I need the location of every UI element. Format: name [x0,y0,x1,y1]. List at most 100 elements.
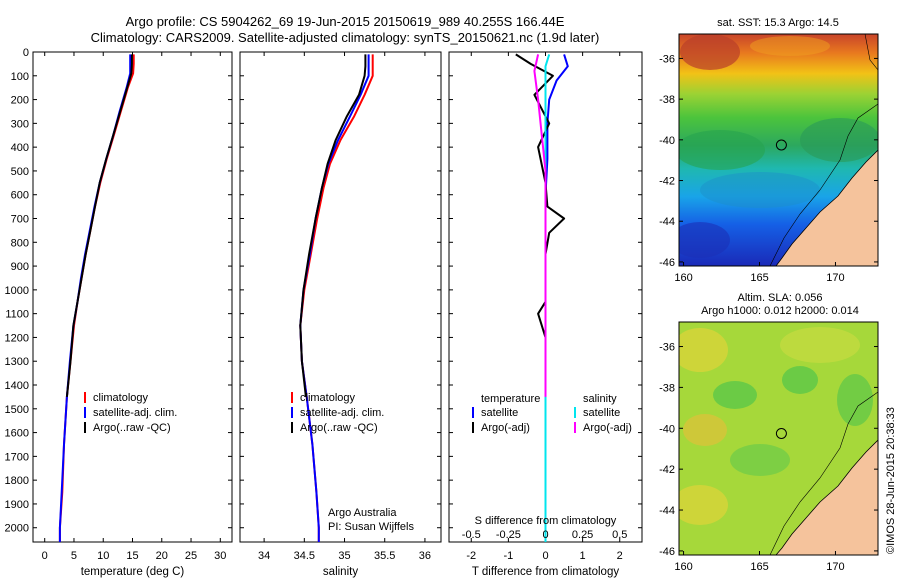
legend-header: temperature [481,393,540,405]
salinity-series-line-3 [299,54,367,398]
lat-tick-label: -46 [659,257,675,269]
salinity-series-line-2 [299,54,370,542]
x-tick-label: -1 [503,550,513,562]
lat-tick-label: -44 [659,505,675,517]
legend-header: salinity [583,393,617,405]
depth-tick-label: 1000 [5,285,29,297]
x-tick-label: 0 [542,550,548,562]
s-tick-label: 0.25 [572,529,593,541]
lon-tick-label: 165 [750,561,768,573]
x-tick-label: 10 [97,550,109,562]
depth-tick-label: 800 [11,237,29,249]
depth-tick-label: 1800 [5,475,29,487]
imos-credit: ©IMOS 28-Jun-2015 20:38:33 [885,407,897,554]
s-tick-label: -0.25 [496,529,521,541]
x-axis-label: T difference from climatology [472,566,619,578]
lat-tick-label: -40 [659,423,675,435]
s-tick-label: -0.5 [462,529,481,541]
x-tick-label: 25 [185,550,197,562]
sla-map: Altim. SLA: 0.056 Argo h1000: 0.012 h200… [659,292,879,573]
sla-map-frame [678,321,879,556]
argo-position-marker [775,139,787,151]
lon-tick-label: 160 [674,272,692,284]
depth-tick-label: 400 [11,142,29,154]
x-axis-label: salinity [323,566,358,578]
x-tick-label: 5 [71,550,77,562]
depth-tick-label: 600 [11,190,29,202]
salinity-series-line-1 [299,54,374,542]
salinity-frame [239,51,442,543]
depth-tick-label: 2000 [5,523,29,535]
sla-map-subtitle: Argo h1000: 0.012 h2000: 0.014 [701,305,859,317]
annotation-text: Argo Australia [328,507,397,519]
s-tick-label: 0.5 [612,529,627,541]
depth-tick-label: 1300 [5,356,29,368]
depth-tick-label: 100 [11,71,29,83]
legend-label: Argo(..raw -QC) [93,422,171,434]
figure-title-line2: Climatology: CARS2009. Satellite-adjuste… [91,30,600,45]
x-tick-label: 20 [156,550,168,562]
depth-tick-label: 900 [11,261,29,273]
legend-label: satellite [481,407,518,419]
difference-series-line-1 [544,54,569,542]
x-tick-label: 15 [126,550,138,562]
x-tick-label: 2 [617,550,623,562]
temperature-series-line-3 [65,54,133,398]
depth-tick-label: 1500 [5,404,29,416]
lat-tick-label: -44 [659,216,675,228]
new-zealand-land [775,149,878,266]
lat-tick-label: -40 [659,135,675,147]
new-zealand-land [775,439,878,555]
difference-panel: -2 -1 0 1 2 T difference from climatology temp… [448,51,643,578]
temperature-series-line-2 [58,54,132,542]
sst-map-frame [678,33,879,267]
lon-tick-label: 170 [826,272,844,284]
lon-tick-label: 160 [674,561,692,573]
lon-tick-label: 170 [826,561,844,573]
s-tick-label: 0 [542,529,548,541]
depth-tick-label: 1200 [5,332,29,344]
depth-tick-label: 0 [23,47,29,59]
difference-series-line-2 [515,53,566,397]
sst-map: sat. SST: 15.3 Argo: 14.5 -36 -38 -40 -42 -4… [659,17,879,284]
legend-label: Argo(-adj) [583,422,632,434]
legend-label: satellite [583,407,620,419]
x-tick-label: 30 [214,550,226,562]
lat-tick-label: -38 [659,382,675,394]
lat-tick-label: -42 [659,176,675,188]
x-tick-label: 0 [42,550,48,562]
depth-tick-label: 1900 [5,499,29,511]
sla-map-title: Altim. SLA: 0.056 [738,292,823,304]
depth-tick-label: 200 [11,95,29,107]
figure-title-line1: Argo profile: CS 5904262_69 19-Jun-2015 … [126,14,565,29]
legend-label: Argo(..raw -QC) [300,422,378,434]
x-tick-label: 35.5 [374,550,395,562]
temperature-series-line-1 [58,54,135,542]
x-axis-label: temperature (deg C) [81,566,185,578]
difference-series-line-4 [533,54,547,397]
depth-tick-label: 1400 [5,380,29,392]
depth-tick-label: 1600 [5,428,29,440]
depth-tick-label: 300 [11,118,29,130]
lat-tick-label: -46 [659,546,675,558]
annotation-text: PI: Susan Wijffels [328,521,414,533]
depth-tick-label: 1700 [5,451,29,463]
temperature-panel: 0100200300400500600700800900100011001200… [5,47,233,578]
legend-label: Argo(-adj) [481,422,530,434]
legend-label: satellite-adj. clim. [300,407,384,419]
x-tick-label: 1 [580,550,586,562]
lat-tick-label: -36 [659,53,675,65]
lat-tick-label: -42 [659,464,675,476]
x-tick-label: 34.5 [294,550,315,562]
argo-position-marker [775,428,787,439]
salinity-panel: 34 34.5 35 35.5 36 salinity climatology satelli… [239,51,442,578]
x-tick-label: 35 [338,550,350,562]
s-axis-label: S difference from climatology [475,515,617,527]
legend-label: climatology [300,392,356,404]
lon-tick-label: 165 [750,272,768,284]
sst-map-title: sat. SST: 15.3 Argo: 14.5 [717,17,839,29]
x-tick-label: 36 [419,550,431,562]
lat-tick-label: -36 [659,342,675,354]
depth-tick-label: 500 [11,166,29,178]
